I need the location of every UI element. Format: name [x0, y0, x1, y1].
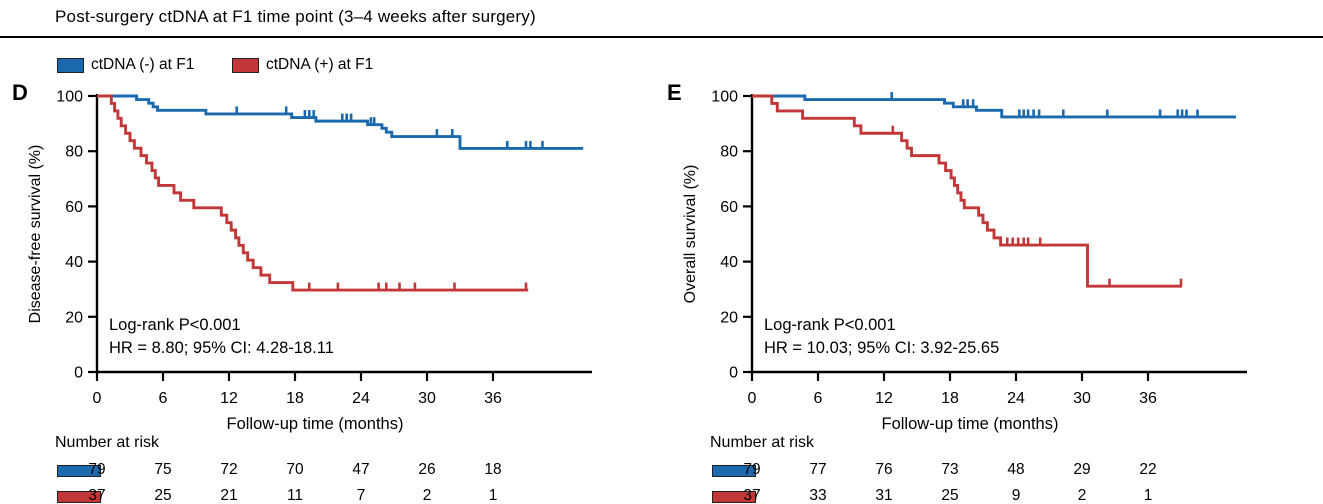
x-tick-label: 30: [418, 390, 436, 407]
x-tick-label: 24: [1007, 390, 1025, 407]
panel-dfs: D Disease-free survival (%) 0 6 12 18 24 30 36…: [0, 0, 660, 504]
y-tick-label: 80: [720, 144, 738, 161]
x-tick-label: 0: [93, 390, 102, 407]
y-tick-label: 80: [65, 144, 83, 161]
legend-swatch-positive: [232, 58, 259, 73]
risk-swatch-positive: [712, 491, 756, 503]
risk-row-negative: 79 77 76 73 48 29 22: [655, 461, 1323, 481]
y-tick-label: 60: [720, 199, 738, 216]
y-tick-label: 20: [65, 309, 83, 326]
km-curve: [97, 94, 529, 292]
risk-value: 79: [88, 461, 106, 478]
risk-value: 79: [743, 461, 761, 478]
risk-value: 21: [220, 487, 238, 504]
risk-value: 47: [352, 461, 370, 478]
title-divider: [0, 36, 1323, 38]
x-axis-label-os: Follow-up time (months): [881, 415, 1059, 433]
risk-row-positive: 37 25 21 11 7 2 1: [0, 487, 660, 504]
risk-value: 11: [286, 487, 304, 504]
y-tick-label: 0: [729, 365, 738, 382]
y-tick-label: 60: [65, 199, 83, 216]
risk-value: 25: [154, 487, 172, 504]
risk-value: 37: [743, 487, 761, 504]
x-tick-label: 36: [484, 390, 502, 407]
risk-value: 76: [875, 461, 893, 478]
risk-value: 9: [1011, 487, 1021, 504]
y-tick-label: 20: [720, 309, 738, 326]
y-tick-label: 40: [720, 254, 738, 271]
hazard-ratio-text: HR = 10.03; 95% CI: 3.92-25.65: [764, 339, 1000, 357]
panel-os: E Overall survival (%) 0 6 12 18 24 30 36 0 20 40…: [655, 0, 1323, 504]
risk-table-title: Number at risk: [710, 434, 815, 451]
legend-label-positive: ctDNA (+) at F1: [266, 56, 374, 73]
x-tick-label: 18: [286, 390, 304, 407]
x-tick-label: 0: [748, 390, 757, 407]
x-tick-label: 18: [941, 390, 959, 407]
km-curve: [752, 94, 1183, 288]
risk-value: 33: [809, 487, 827, 504]
risk-row-positive: 37 33 31 25 9 2 1: [655, 487, 1323, 504]
x-tick-label: 30: [1073, 390, 1091, 407]
km-chart-os: 0 6 12 18 24 30 36 0 20 40 60 80 100: [711, 89, 1247, 407]
y-tick-label: 100: [711, 89, 738, 106]
figure-title: Post-surgery ctDNA at F1 time point (3–4…: [55, 7, 536, 26]
risk-value: 70: [286, 461, 304, 478]
risk-value: 1: [1143, 487, 1153, 504]
legend-item-negative: ctDNA (-) at F1: [57, 56, 227, 74]
stats-annotation-dfs: Log-rank P<0.001 HR = 8.80; 95% CI: 4.28…: [109, 314, 334, 360]
risk-value: 22: [1139, 461, 1157, 478]
y-tick-label: 40: [65, 254, 83, 271]
risk-row-negative: 79 75 72 70 47 26 18: [0, 461, 660, 481]
hazard-ratio-text: HR = 8.80; 95% CI: 4.28-18.11: [109, 339, 334, 357]
panel-letter-d: D: [12, 80, 28, 105]
legend-item-positive: ctDNA (+) at F1: [232, 56, 402, 74]
risk-swatch-negative: [57, 465, 101, 477]
risk-value: 31: [875, 487, 893, 504]
km-curve: [752, 94, 1236, 119]
legend-label-negative: ctDNA (-) at F1: [91, 56, 195, 73]
x-axis-label-dfs: Follow-up time (months): [226, 415, 404, 433]
stats-annotation-os: Log-rank P<0.001 HR = 10.03; 95% CI: 3.9…: [764, 314, 999, 360]
risk-value: 73: [941, 461, 959, 478]
y-tick-label: 100: [56, 89, 83, 106]
x-tick-label: 12: [875, 390, 893, 407]
x-tick-label: 6: [814, 390, 823, 407]
risk-value: 48: [1007, 461, 1025, 478]
panel-letter-e: E: [667, 80, 682, 105]
legend-swatch-negative: [57, 58, 84, 73]
risk-value: 26: [418, 461, 436, 478]
risk-value: 7: [356, 487, 366, 504]
risk-value: 29: [1073, 461, 1091, 478]
risk-table-title: Number at risk: [55, 434, 160, 451]
km-curve: [97, 94, 584, 150]
y-tick-label: 0: [74, 365, 83, 382]
x-tick-label: 12: [220, 390, 238, 407]
x-tick-label: 36: [1139, 390, 1157, 407]
risk-value: 37: [88, 487, 106, 504]
risk-value: 77: [809, 461, 827, 478]
risk-value: 2: [422, 487, 432, 504]
risk-value: 1: [488, 487, 498, 504]
risk-value: 72: [220, 461, 238, 478]
risk-value: 75: [154, 461, 172, 478]
logrank-text: Log-rank P<0.001: [109, 316, 241, 334]
x-tick-label: 6: [159, 390, 168, 407]
risk-value: 2: [1077, 487, 1087, 504]
risk-value: 25: [941, 487, 959, 504]
logrank-text: Log-rank P<0.001: [764, 316, 896, 334]
risk-swatch-positive: [57, 491, 101, 503]
risk-value: 18: [484, 461, 502, 478]
km-chart-dfs: 0 6 12 18 24 30 36 0 20 40 60 80 100: [56, 89, 592, 407]
x-tick-label: 24: [352, 390, 370, 407]
risk-swatch-negative: [712, 465, 756, 477]
